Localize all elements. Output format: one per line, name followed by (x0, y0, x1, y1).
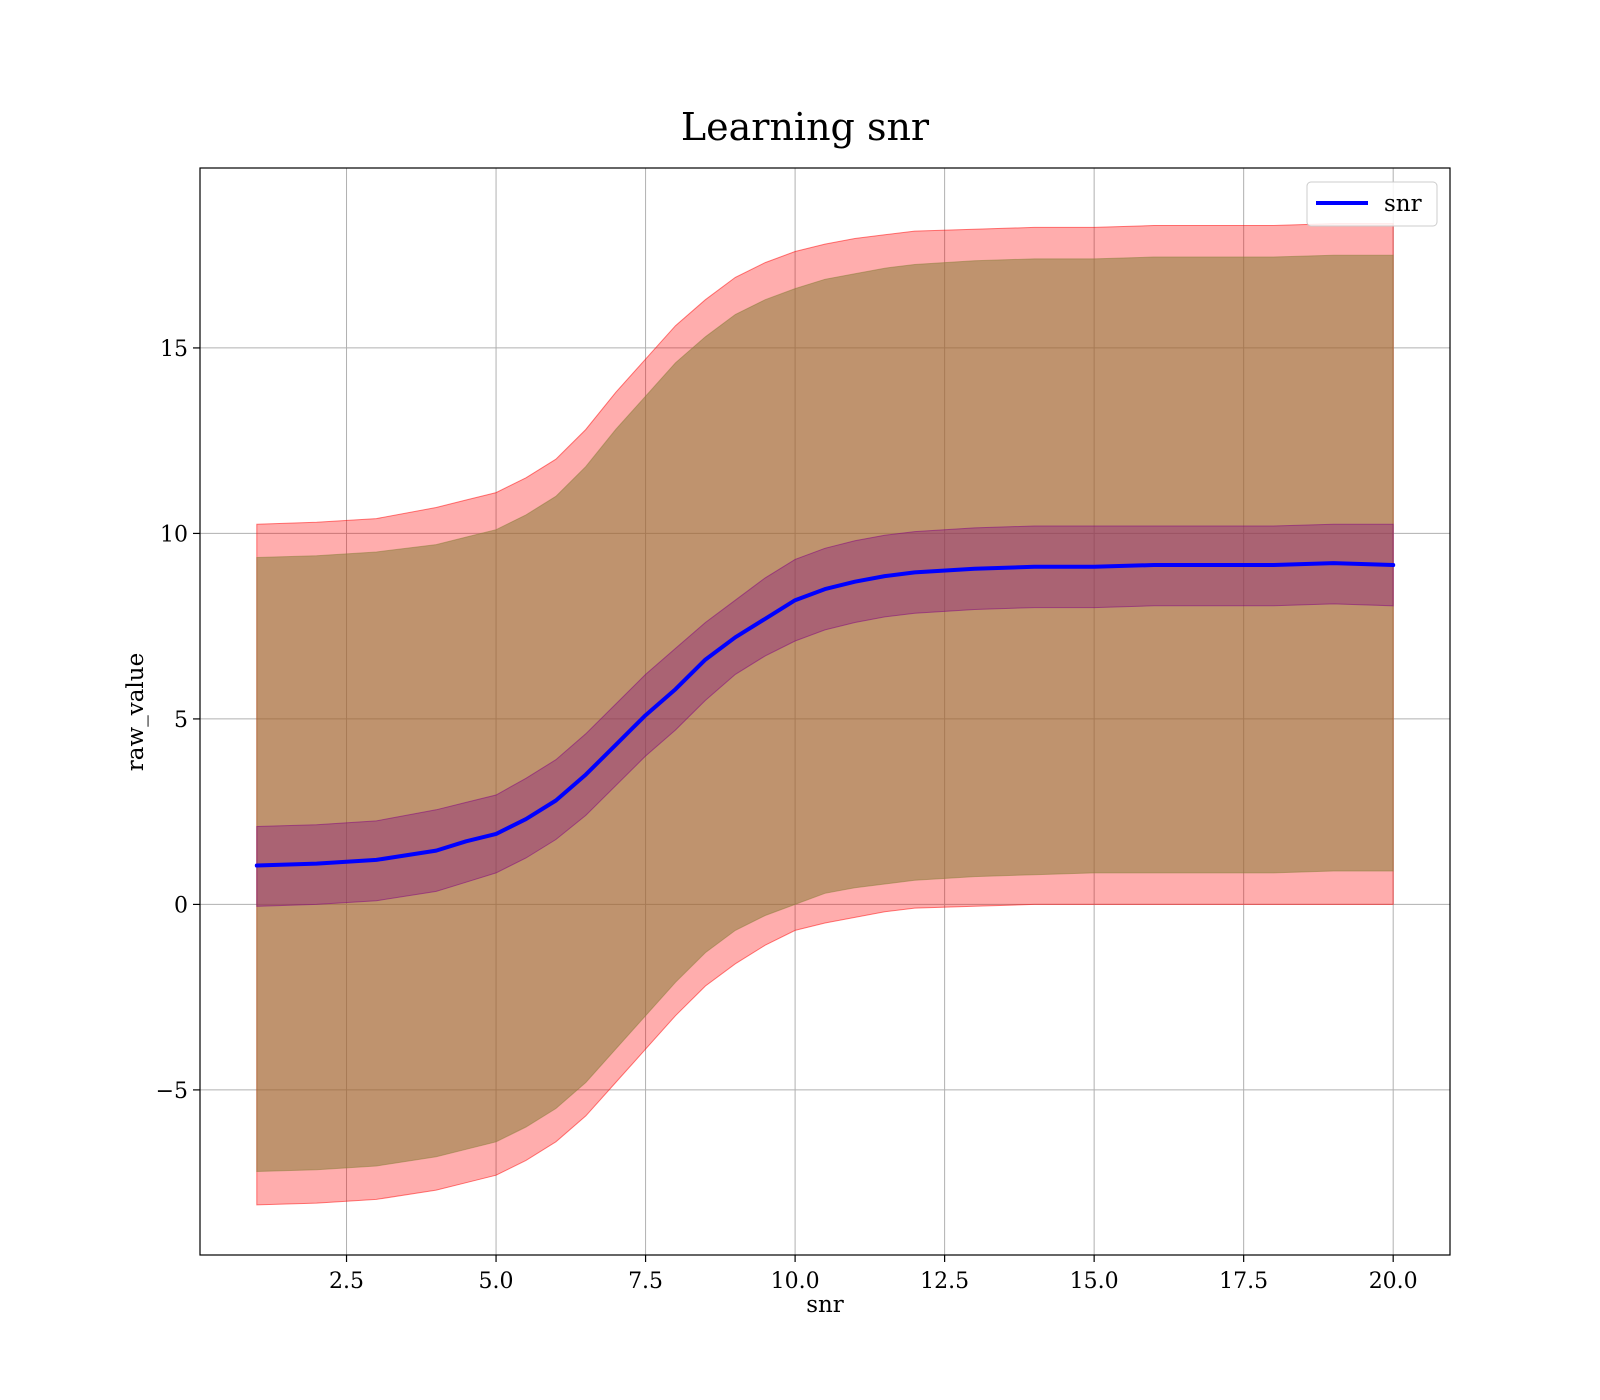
y-ticks: −5 0 5 10 15 (156, 337, 200, 1104)
y-tick-label: 10 (160, 522, 188, 547)
x-tick-label: 15.0 (1070, 1269, 1119, 1294)
series-lines (254, 561, 1396, 868)
x-axis-label: snr (806, 1292, 844, 1318)
series-line-snr (254, 561, 1396, 868)
x-tick-label: 12.5 (920, 1269, 969, 1294)
x-tick-label: 10.0 (771, 1269, 820, 1294)
x-ticks: 2.5 5.0 7.5 10.0 12.5 15.0 17.5 20.0 (329, 1255, 1418, 1294)
legend-box (1306, 181, 1438, 227)
x-tick-label: 17.5 (1219, 1269, 1268, 1294)
chart-title: Learning snr (681, 105, 930, 149)
y-tick-label: −5 (156, 1079, 188, 1104)
confidence-bands (256, 223, 1394, 1206)
x-tick-label: 2.5 (329, 1269, 364, 1294)
band-middle (256, 254, 1394, 1173)
y-axis-label: raw_value (123, 653, 149, 771)
x-tick-label: 20.0 (1369, 1269, 1418, 1294)
x-tick-label: 7.5 (628, 1269, 663, 1294)
legend-label: snr (1384, 191, 1422, 217)
plot-frame (199, 167, 1451, 1256)
legend: snr (1306, 181, 1438, 227)
y-tick-label: 5 (174, 708, 188, 733)
y-tick-label: 0 (174, 893, 188, 918)
y-tick-label: 15 (160, 337, 188, 362)
x-tick-label: 5.0 (479, 1269, 514, 1294)
